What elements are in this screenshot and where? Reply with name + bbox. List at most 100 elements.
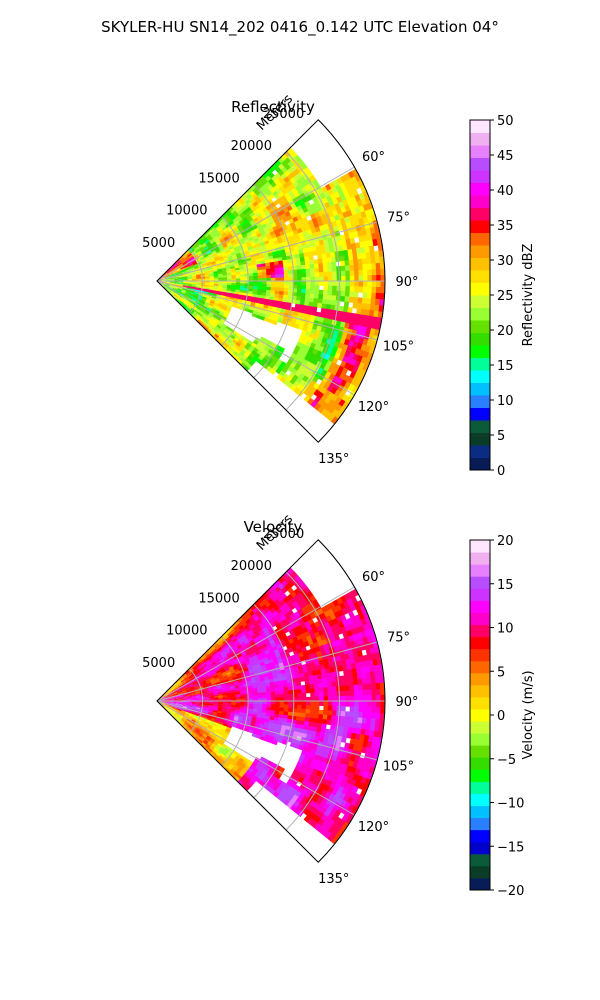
data-cell (255, 717, 262, 722)
data-cell (235, 670, 241, 675)
data-cell (227, 302, 233, 307)
data-cell (274, 264, 280, 269)
data-cell (174, 264, 179, 269)
data-cell (176, 688, 181, 692)
data-cell (261, 266, 267, 270)
data-cell (351, 385, 359, 394)
data-cell (189, 266, 195, 269)
data-cell (261, 286, 267, 291)
data-cell (282, 263, 289, 268)
data-cell (169, 285, 174, 289)
data-cell (246, 634, 252, 640)
data-cell (214, 246, 220, 251)
data-cell (251, 716, 257, 721)
data-cell (219, 247, 226, 252)
data-cell (211, 241, 217, 246)
data-cell (182, 708, 187, 711)
data-cell (177, 287, 183, 290)
data-cell (208, 688, 214, 692)
data-cell (185, 268, 191, 272)
data-cell (284, 668, 291, 674)
data-cell (182, 285, 188, 288)
data-cell (273, 677, 279, 683)
data-cell (189, 686, 195, 689)
data-cell (193, 674, 199, 679)
azimuth-grid-line (156, 280, 378, 341)
data-cell (315, 731, 321, 738)
data-cell (199, 737, 205, 743)
data-cell (178, 279, 184, 281)
data-cell (221, 331, 228, 337)
data-cell (332, 179, 340, 187)
data-cell (170, 281, 175, 283)
data-cell (286, 678, 293, 684)
data-cell (233, 666, 239, 671)
data-cell (199, 709, 205, 712)
data-cell (235, 276, 241, 280)
data-cell (341, 281, 346, 287)
data-cell (187, 274, 192, 277)
data-cell (262, 695, 267, 699)
data-cell (183, 276, 188, 279)
data-cell (226, 671, 232, 676)
data-cell (345, 333, 352, 341)
data-cell (226, 345, 233, 351)
data-cell (322, 714, 328, 720)
data-cell (296, 265, 302, 270)
data-cell (164, 693, 169, 697)
data-cell (216, 726, 222, 731)
data-cell (300, 292, 306, 298)
data-cell (270, 290, 276, 295)
data-cell (295, 299, 301, 305)
data-cell (244, 728, 250, 733)
data-cell (260, 632, 267, 638)
data-cell (165, 701, 171, 703)
data-cell (240, 349, 247, 356)
data-cell (161, 701, 167, 703)
data-cell (310, 734, 316, 741)
data-cell (186, 273, 192, 276)
data-cell (379, 293, 385, 301)
data-cell (218, 665, 225, 670)
data-cell (233, 246, 239, 251)
data-cell (221, 293, 227, 297)
data-cell (360, 308, 366, 316)
data-cell (243, 365, 250, 372)
data-cell (200, 736, 206, 742)
data-cell (226, 661, 232, 667)
colorbar-segment (470, 145, 490, 158)
data-cell (172, 708, 178, 711)
data-cell (217, 733, 224, 739)
data-cell (177, 707, 183, 710)
data-cell (231, 254, 237, 259)
data-cell (193, 683, 199, 687)
data-cell (183, 254, 188, 259)
data-cell (317, 755, 324, 763)
data-cell (303, 395, 311, 403)
data-cell (266, 281, 272, 285)
data-cell (235, 691, 241, 695)
data-cell (217, 336, 223, 342)
data-cell (164, 275, 170, 278)
data-cell (213, 649, 219, 655)
data-cell (183, 255, 189, 260)
data-cell (160, 695, 165, 699)
data-cell (265, 295, 271, 300)
data-cell (231, 346, 238, 352)
data-cell (191, 243, 196, 248)
data-cell (339, 234, 346, 241)
data-cell (306, 667, 313, 673)
data-cell (190, 677, 195, 681)
data-cell (186, 707, 192, 710)
data-cell (225, 728, 231, 733)
data-cell (213, 740, 219, 745)
data-cell (220, 217, 226, 223)
data-cell (178, 697, 184, 699)
data-cell (180, 266, 185, 270)
data-cell (218, 695, 223, 698)
data-cell (295, 319, 301, 326)
data-cell (257, 703, 263, 707)
data-cell (202, 243, 208, 248)
data-cell (178, 285, 184, 287)
data-cell (163, 706, 168, 711)
